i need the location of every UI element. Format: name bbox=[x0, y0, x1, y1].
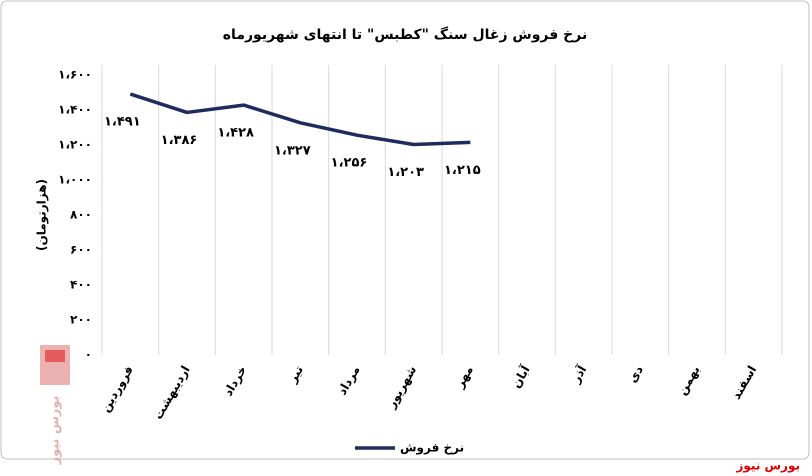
y-axis-label: (هزارتومان) bbox=[35, 179, 50, 251]
y-tick-label: ۱،۲۰۰ bbox=[58, 138, 92, 152]
chart-title: نرخ فروش زغال سنگ "کطبس" تا انتهای شهریو… bbox=[223, 26, 587, 43]
y-tick-label: ۶۰۰ bbox=[70, 243, 92, 257]
y-tick-label: ۱،۰۰۰ bbox=[58, 173, 92, 187]
data-label: ۱،۲۰۳ bbox=[387, 165, 424, 180]
chart-border bbox=[0, 0, 810, 460]
logo: بورس نیوز bbox=[40, 345, 70, 465]
y-tick-label: ۸۰۰ bbox=[70, 208, 92, 222]
source: بورس نیوز bbox=[735, 459, 800, 474]
y-tick-label: ۱،۶۰۰ bbox=[58, 68, 92, 82]
data-label: ۱،۴۹۱ bbox=[104, 115, 141, 130]
line bbox=[129, 92, 471, 147]
logo-shape bbox=[45, 350, 65, 362]
y-tick-label: ۰ bbox=[85, 348, 92, 362]
logo-text: بورس نیوز bbox=[48, 396, 63, 466]
y-tick-label: ۴۰۰ bbox=[70, 278, 92, 292]
data-label: ۱،۳۲۷ bbox=[274, 143, 311, 158]
y-tick-label: ۱،۴۰۰ bbox=[58, 103, 92, 117]
data-label: ۱،۲۵۶ bbox=[331, 156, 368, 171]
data-label: ۱،۲۱۵ bbox=[444, 163, 481, 178]
legend-label: نرخ فروش bbox=[400, 441, 464, 456]
data-label: ۱،۳۸۶ bbox=[161, 133, 198, 148]
data-label: ۱،۴۲۸ bbox=[217, 126, 254, 141]
y-tick-label: ۲۰۰ bbox=[70, 313, 92, 327]
